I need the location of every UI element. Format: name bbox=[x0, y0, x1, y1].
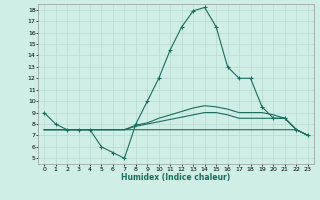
X-axis label: Humidex (Indice chaleur): Humidex (Indice chaleur) bbox=[121, 173, 231, 182]
